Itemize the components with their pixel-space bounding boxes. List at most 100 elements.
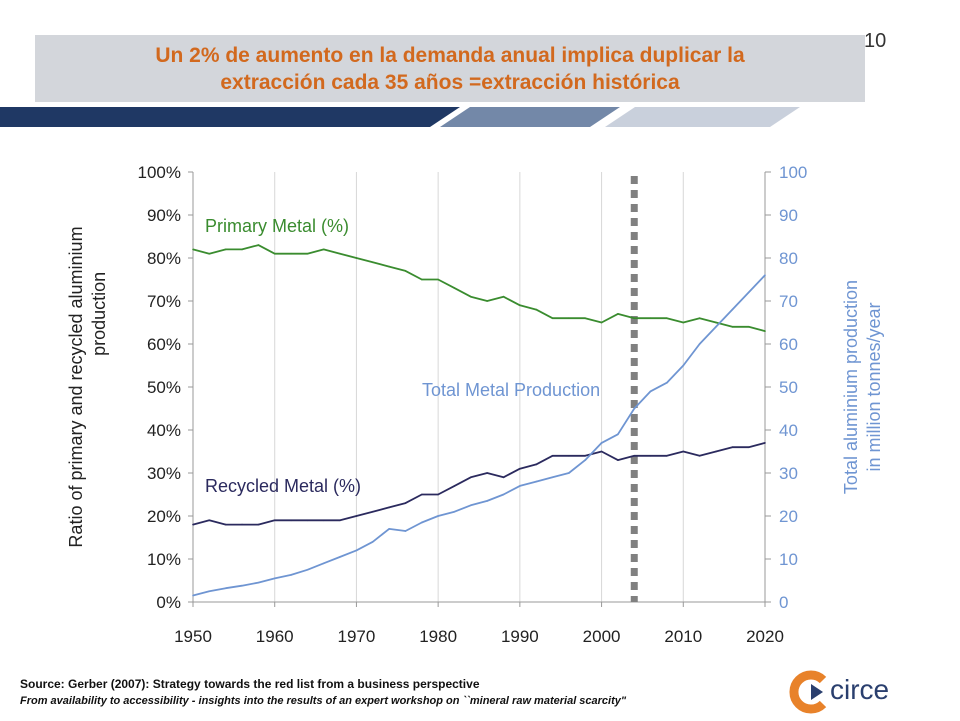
title-line-2: extracción cada 35 años =extracción hist… bbox=[220, 70, 680, 94]
recycled-metal-point bbox=[355, 515, 358, 517]
primary-metal-point bbox=[241, 248, 243, 251]
recycled-metal-point bbox=[404, 502, 407, 504]
left-tick-label: 40% bbox=[147, 421, 181, 440]
primary-metal-point bbox=[519, 304, 521, 307]
left-tick-label: 70% bbox=[147, 292, 181, 311]
total-production-point bbox=[437, 515, 439, 517]
total-production-point bbox=[715, 326, 717, 328]
right-tick-label: 0 bbox=[779, 593, 788, 612]
x-tick-label: 1950 bbox=[174, 627, 212, 646]
total-production-point bbox=[257, 581, 260, 584]
recycled-metal-point bbox=[747, 446, 750, 449]
total-production-point bbox=[584, 459, 587, 461]
primary-metal-point bbox=[731, 326, 734, 328]
total-production-point bbox=[241, 584, 243, 587]
total-production-point bbox=[617, 433, 619, 436]
x-tick-label: 1960 bbox=[256, 627, 294, 646]
recycled-metal-point bbox=[453, 485, 456, 487]
left-tick-label: 0% bbox=[156, 593, 181, 612]
total-production-point bbox=[339, 556, 341, 558]
primary-metal-point bbox=[764, 330, 766, 332]
recycled-metal-point bbox=[584, 455, 587, 457]
primary-metal-point bbox=[273, 252, 276, 255]
primary-metal-point bbox=[322, 248, 325, 251]
primary-metal-point bbox=[421, 278, 423, 281]
right-tick-label: 30 bbox=[779, 464, 798, 483]
total-production-point bbox=[502, 493, 505, 496]
left-tick-label: 10% bbox=[147, 550, 181, 569]
header-banner bbox=[0, 107, 800, 127]
grid-lines bbox=[192, 172, 766, 602]
recycled-metal-point bbox=[731, 446, 734, 449]
primary-metal-point bbox=[600, 321, 603, 324]
total-production-point bbox=[388, 528, 390, 530]
recycled-metal-point bbox=[666, 455, 668, 457]
left-tick-label: 60% bbox=[147, 335, 181, 354]
total-production-point bbox=[273, 577, 276, 580]
total-production-point bbox=[208, 590, 211, 593]
total-production-point bbox=[633, 407, 636, 410]
total-production-point bbox=[764, 274, 766, 277]
x-tick-label: 1970 bbox=[338, 627, 376, 646]
total-production-point bbox=[404, 530, 407, 532]
total-production-point bbox=[371, 541, 374, 543]
banner-dark-band bbox=[0, 107, 460, 127]
recycled-metal-point bbox=[437, 493, 439, 496]
total-production-point bbox=[306, 568, 309, 571]
right-tick-label: 90 bbox=[779, 206, 798, 225]
primary-metal-point bbox=[388, 265, 390, 268]
total-production-line bbox=[192, 274, 766, 597]
total-production-point bbox=[421, 521, 423, 524]
primary-metal-point bbox=[502, 295, 505, 298]
primary-metal-point bbox=[355, 257, 358, 259]
left-tick-label: 50% bbox=[147, 378, 181, 397]
title-line-1: Un 2% de aumento en la demanda anual imp… bbox=[155, 43, 745, 67]
primary-metal-point bbox=[633, 317, 636, 320]
total-production-point bbox=[192, 594, 194, 597]
total-production-point bbox=[600, 442, 603, 444]
source-citation: Source: Gerber (2007): Strategy towards … bbox=[20, 677, 480, 691]
recycled-metal-point bbox=[224, 523, 227, 526]
circe-logo-text: circe bbox=[830, 674, 890, 705]
total-production-label: Total Metal Production bbox=[422, 380, 600, 400]
recycled-metal-point bbox=[470, 476, 472, 479]
right-tick-label: 40 bbox=[779, 421, 798, 440]
x-tick-label: 1990 bbox=[501, 627, 539, 646]
source-subtitle: From availability to accessibility - ins… bbox=[20, 695, 627, 707]
recycled-metal-label: Recycled Metal (%) bbox=[205, 476, 361, 496]
right-tick-label: 20 bbox=[779, 507, 798, 526]
axes bbox=[188, 171, 771, 607]
primary-metal-point bbox=[698, 317, 701, 320]
recycled-metal-point bbox=[306, 519, 309, 522]
tick-labels: 0% 10% 20% 30% 40% 50% 60% 70% 80% 90% 100% 0 10 20 30… bbox=[66, 163, 884, 646]
recycled-metal-point bbox=[600, 450, 603, 453]
left-axis-title-line2: production bbox=[89, 272, 109, 356]
total-production-point bbox=[682, 364, 685, 367]
page-number: 10 bbox=[864, 30, 887, 52]
recycled-metal-point bbox=[290, 519, 292, 522]
total-production-point bbox=[355, 549, 358, 552]
recycled-metal-point bbox=[682, 450, 685, 453]
primary-metal-point bbox=[747, 326, 750, 328]
recycled-metal-point bbox=[764, 442, 766, 444]
right-tick-label: 60 bbox=[779, 335, 798, 354]
primary-metal-label: Primary Metal (%) bbox=[205, 216, 349, 236]
primary-metal-point bbox=[224, 248, 227, 251]
recycled-metal-point bbox=[371, 510, 374, 513]
primary-metal-point bbox=[339, 252, 341, 255]
total-production-point bbox=[747, 291, 750, 294]
recycled-metal-point bbox=[257, 523, 260, 526]
recycled-metal-point bbox=[568, 455, 570, 457]
total-production-point bbox=[551, 476, 554, 479]
primary-metal-point bbox=[371, 261, 374, 264]
x-tick-label: 2020 bbox=[746, 627, 784, 646]
recycled-metal-point bbox=[519, 467, 521, 470]
circe-logo-icon bbox=[789, 670, 827, 714]
x-tick-label: 1980 bbox=[419, 627, 457, 646]
circe-logo: circe bbox=[785, 668, 915, 716]
recycled-metal-point bbox=[322, 519, 325, 522]
right-axis-title-line2: in million tonnes/year bbox=[864, 302, 884, 471]
annotation-labels: Primary Metal (%) Total Metal Production R… bbox=[205, 216, 600, 496]
left-tick-label: 20% bbox=[147, 507, 181, 526]
recycled-metal-point bbox=[535, 463, 537, 466]
